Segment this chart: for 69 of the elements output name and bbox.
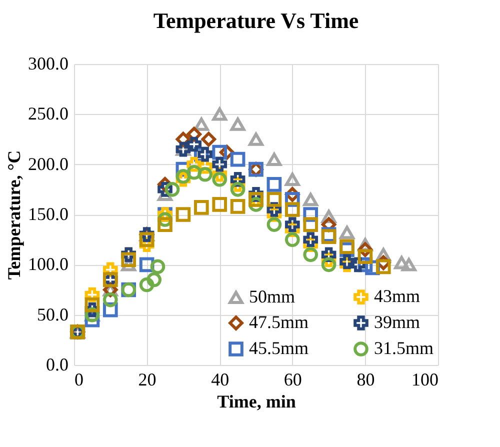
point bbox=[102, 292, 118, 308]
x-tick-label: 20 bbox=[138, 370, 156, 390]
y-tick-label: 150.0 bbox=[28, 204, 68, 224]
x-tick-label: 0 bbox=[74, 370, 84, 390]
point bbox=[186, 136, 202, 152]
y-tick-label: 300.0 bbox=[28, 54, 68, 74]
point bbox=[139, 232, 154, 247]
point bbox=[394, 256, 410, 270]
point bbox=[198, 146, 212, 162]
legend-label: 47.5mm bbox=[249, 312, 309, 332]
point bbox=[150, 259, 166, 274]
point bbox=[266, 217, 282, 232]
y-tick-label: 0.0 bbox=[46, 354, 68, 374]
legend-label: 43mm bbox=[374, 286, 420, 306]
legend-label: 31.5mm bbox=[374, 338, 434, 358]
point bbox=[284, 172, 300, 186]
point bbox=[139, 277, 154, 292]
point bbox=[303, 232, 318, 247]
point bbox=[303, 192, 318, 206]
point bbox=[158, 217, 172, 232]
point bbox=[340, 226, 354, 240]
point bbox=[164, 182, 180, 197]
point bbox=[212, 108, 228, 121]
point bbox=[266, 152, 282, 166]
point bbox=[358, 249, 373, 264]
point bbox=[230, 199, 246, 214]
y-tick-label: 200.0 bbox=[28, 154, 68, 174]
point bbox=[212, 156, 228, 172]
point bbox=[194, 200, 209, 215]
x-tick-label: 80 bbox=[356, 370, 375, 390]
point bbox=[321, 257, 336, 272]
legend-label: 39mm bbox=[374, 312, 420, 332]
point bbox=[194, 118, 209, 131]
legend-label: 45.5mm bbox=[249, 338, 309, 358]
x-tick-label: 60 bbox=[284, 370, 302, 390]
point bbox=[121, 252, 136, 268]
point bbox=[401, 258, 416, 272]
point bbox=[146, 272, 162, 288]
point bbox=[84, 297, 100, 312]
x-tick-label: 40 bbox=[211, 370, 230, 390]
point bbox=[176, 168, 191, 184]
chart-title: Temperature Vs Time bbox=[153, 8, 359, 33]
point bbox=[230, 152, 246, 167]
point bbox=[230, 118, 246, 131]
legend-label: 50mm bbox=[249, 286, 296, 306]
point bbox=[376, 259, 391, 274]
point bbox=[212, 172, 228, 187]
x-axis-title: Time, min bbox=[217, 392, 296, 412]
point bbox=[230, 182, 246, 197]
point bbox=[340, 239, 354, 254]
point bbox=[186, 164, 202, 180]
y-tick-label: 50.0 bbox=[37, 304, 68, 324]
point bbox=[303, 217, 318, 232]
point bbox=[248, 132, 264, 146]
point bbox=[201, 132, 216, 147]
point bbox=[266, 192, 282, 207]
x-tick-label: 100 bbox=[412, 370, 438, 390]
y-tick-label: 250.0 bbox=[28, 104, 68, 124]
point bbox=[284, 232, 300, 247]
y-axis-title: Temperature, °C bbox=[4, 150, 24, 280]
point bbox=[284, 217, 300, 232]
point bbox=[284, 202, 300, 217]
point bbox=[212, 197, 228, 212]
point bbox=[198, 166, 212, 182]
point bbox=[303, 247, 318, 262]
point bbox=[266, 176, 282, 192]
point bbox=[176, 207, 191, 222]
point bbox=[340, 254, 354, 270]
y-tick-label: 100.0 bbox=[28, 254, 68, 274]
